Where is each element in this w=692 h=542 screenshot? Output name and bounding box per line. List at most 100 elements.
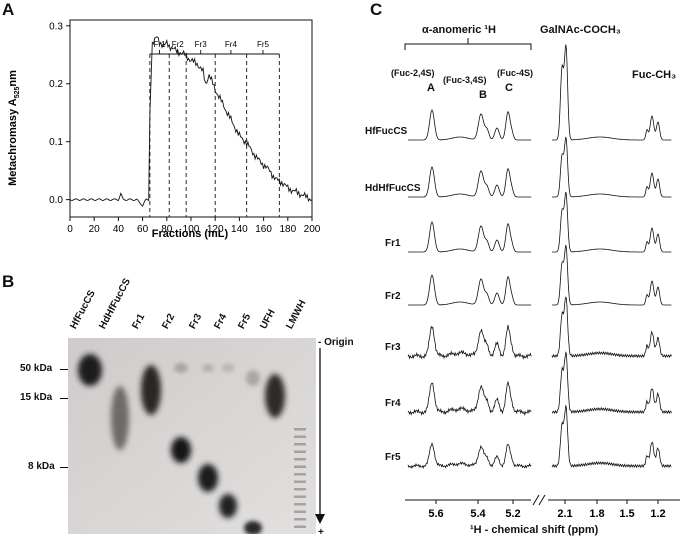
ladder-band xyxy=(294,495,306,498)
axis-break xyxy=(538,494,546,506)
spectrum-trace-anomeric xyxy=(407,325,532,360)
fuc-ch3-header: Fuc-CH₃ xyxy=(632,69,677,81)
galnac-header: GalNAc-COCH₃ xyxy=(540,24,621,36)
spectrum-trace-anomeric xyxy=(408,274,532,306)
spectrum-label: HfFucCS xyxy=(365,126,408,137)
gel-band xyxy=(174,363,188,373)
y-axis-label-main: Metachromasy A xyxy=(7,98,19,186)
ladder-band xyxy=(294,443,306,446)
ladder-band xyxy=(294,428,306,431)
x-tick-label: 40 xyxy=(113,224,125,235)
y-axis-label-unit: nm xyxy=(7,70,19,87)
gel-band xyxy=(265,374,285,418)
ladder-band xyxy=(294,480,306,483)
ladder-band xyxy=(294,518,306,521)
x-axis-label: Fractions (mL) xyxy=(152,228,229,240)
ladder-band xyxy=(294,488,306,491)
ppm-axis-label: ¹H - chemical shift (ppm) xyxy=(470,524,599,536)
peak-group-a-name: (Fuc-2,4S) xyxy=(391,68,435,78)
x-tick-label: 140 xyxy=(231,224,248,235)
ppm-tick-label: 1.2 xyxy=(650,508,665,520)
spectrum-label: Fr4 xyxy=(385,398,401,409)
gel-band xyxy=(202,364,214,372)
chromatogram-chart: 0 20 40 60 80 100 120 140 160 180 2000.00.10.20.3 … xyxy=(7,19,321,240)
x-tick-label: 160 xyxy=(255,224,272,235)
gel-band xyxy=(244,521,262,534)
spectrum-trace-methyl xyxy=(551,351,672,415)
x-tick-label: 80 xyxy=(161,224,173,235)
mw-tick xyxy=(60,467,68,468)
x-tick-label: 200 xyxy=(304,224,321,235)
mw-tick xyxy=(60,398,68,399)
spectrum-label: Fr3 xyxy=(385,342,401,353)
ladder-band xyxy=(294,503,306,506)
x-tick-label: 0 xyxy=(67,224,73,235)
y-axis-label-sub: 525 xyxy=(14,86,21,98)
gel-band xyxy=(246,370,260,386)
migration-arrow xyxy=(315,348,325,524)
ppm-tick-label: 5.2 xyxy=(505,508,520,520)
ppm-tick-label: 5.6 xyxy=(428,508,443,520)
origin-label: - Origin xyxy=(318,337,354,348)
ppm-tick-label: 1.8 xyxy=(589,508,604,520)
spectrum-trace-methyl xyxy=(552,44,672,141)
x-tick-label: 60 xyxy=(137,224,149,235)
ladder-band xyxy=(294,510,306,513)
chart-axes: 0 20 40 60 80 100 120 140 160 180 200 0.0 0.1 0.2 0.3 xyxy=(49,19,321,235)
spectrum-trace-anomeric xyxy=(408,109,532,141)
spectrum-trace-anomeric xyxy=(407,380,532,417)
y-axis-label: Metachromasy A525nm xyxy=(7,70,21,186)
gel-bands xyxy=(68,338,316,534)
spectra-traces xyxy=(407,44,672,470)
spectrum-label: HdHfFucCS xyxy=(365,183,421,194)
plus-label: + xyxy=(318,527,324,538)
ladder-band xyxy=(294,435,306,438)
spectrum-trace-anomeric xyxy=(407,442,532,470)
ladder-band xyxy=(294,525,306,528)
x-tick-label: 20 xyxy=(89,224,101,235)
mw-marker-50: 50 kDa xyxy=(20,363,53,374)
gel-image xyxy=(68,338,316,534)
y-tick-label: 0.1 xyxy=(49,137,63,148)
x-tick-label: 120 xyxy=(207,224,224,235)
ppm-tick-label: 5.4 xyxy=(470,508,486,520)
gel-band xyxy=(171,437,191,463)
spectrum-label: Fr5 xyxy=(385,452,401,463)
spectrum-trace-methyl xyxy=(552,191,672,253)
alpha-brace xyxy=(404,38,532,50)
ladder-bands xyxy=(294,428,306,528)
panel-letter-c: C xyxy=(370,0,383,19)
ppm-tick-label: 2.1 xyxy=(557,508,572,520)
y-tick-label: 0.2 xyxy=(49,79,63,90)
gel-band xyxy=(78,354,102,386)
ppm-tick-label: 1.5 xyxy=(619,508,634,520)
ladder-band xyxy=(294,458,306,461)
spectrum-trace-methyl xyxy=(552,136,672,198)
axis-break xyxy=(532,494,540,506)
chromatogram-trace xyxy=(69,36,313,207)
spectrum-label: Fr1 xyxy=(385,238,401,249)
x-tick-label: 100 xyxy=(183,224,200,235)
gel-band xyxy=(111,386,129,450)
spectrum-trace-methyl xyxy=(551,405,672,469)
ladder-band xyxy=(294,465,306,468)
peak-a-letter: A xyxy=(427,82,435,94)
ppm-axis: 5.6 5.4 5.2 2.1 1.8 1.5 1.2 xyxy=(405,494,680,520)
gel-band xyxy=(219,494,237,518)
alpha-anomeric-header: α-anomeric ¹H xyxy=(422,24,496,36)
gel-band xyxy=(222,364,234,372)
spectrum-trace-methyl xyxy=(551,296,672,359)
panel-letter-b: B xyxy=(2,272,15,291)
spectrum-trace-anomeric xyxy=(408,221,532,253)
ladder-band xyxy=(294,450,306,453)
spectrum-label: Fr2 xyxy=(385,291,401,302)
peak-group-c-name: (Fuc-4S) xyxy=(497,68,533,78)
gel-band xyxy=(198,464,218,492)
peak-c-letter: C xyxy=(505,82,513,94)
x-tick-label: 180 xyxy=(279,224,296,235)
fraction-label: Fr2 xyxy=(172,40,185,49)
peak-group-b-name: (Fuc-3,4S) xyxy=(443,75,487,85)
panel-letter-a: A xyxy=(2,0,15,19)
mw-tick xyxy=(60,369,68,370)
spectrum-trace-methyl xyxy=(552,244,672,306)
